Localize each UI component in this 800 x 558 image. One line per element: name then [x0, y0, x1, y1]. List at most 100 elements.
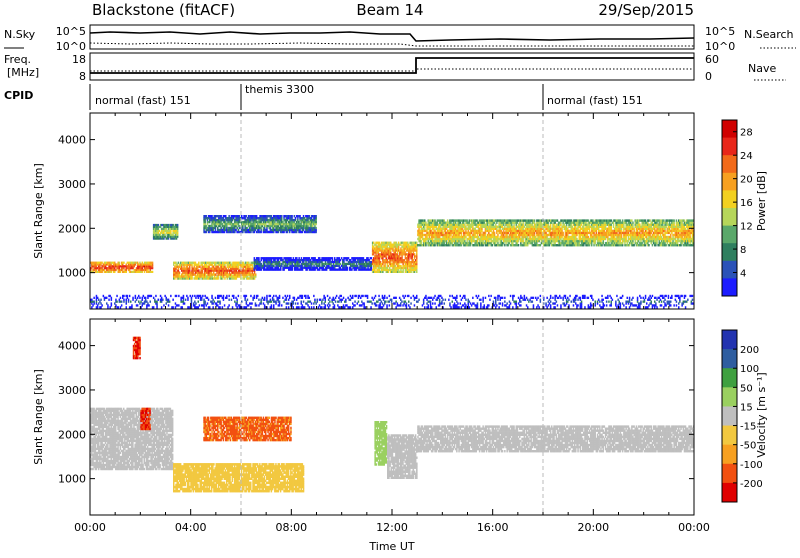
data-cell — [242, 228, 244, 232]
data-cell — [126, 265, 129, 268]
data-cell — [583, 241, 585, 245]
data-cell — [560, 233, 562, 237]
data-cell — [568, 219, 570, 222]
data-cell — [489, 225, 491, 228]
data-cell — [191, 275, 193, 278]
data-cell — [402, 245, 404, 248]
data-cell — [413, 261, 416, 264]
data-cell — [505, 239, 507, 243]
data-cell — [155, 231, 157, 234]
data-cell — [343, 266, 345, 269]
data-cell — [602, 233, 604, 237]
data-cell — [490, 235, 492, 239]
data-cell — [160, 227, 163, 230]
data-cell — [159, 231, 162, 234]
data-cell — [461, 239, 464, 243]
data-cell — [421, 229, 424, 233]
data-cell — [602, 219, 604, 222]
data-cell — [200, 269, 202, 272]
data-cell — [252, 224, 254, 228]
data-cell — [202, 261, 205, 264]
data-cell — [178, 265, 181, 268]
data-cell — [454, 229, 457, 233]
data-cell — [591, 219, 593, 222]
data-cell — [380, 270, 383, 273]
data-cell — [511, 239, 513, 243]
data-cell — [290, 257, 292, 260]
data-cell — [168, 227, 171, 230]
data-cell — [366, 260, 368, 264]
data-cell — [323, 262, 326, 266]
data-cell — [600, 237, 602, 241]
data-cell — [262, 268, 265, 271]
data-cell — [195, 277, 198, 280]
data-cell — [193, 265, 195, 268]
data-cell — [505, 241, 507, 245]
data-cell — [323, 259, 326, 262]
data-cell — [94, 263, 97, 266]
data-cell — [284, 218, 286, 222]
data-cell — [476, 223, 479, 226]
data-cell — [328, 257, 330, 260]
data-cell — [418, 231, 420, 235]
data-cell — [118, 268, 121, 272]
data-cell — [468, 225, 471, 228]
data-cell — [292, 264, 295, 267]
data-cell — [452, 219, 455, 222]
data-cell — [168, 229, 171, 232]
data-cell — [172, 237, 174, 240]
data-cell — [456, 229, 458, 233]
data-cell — [133, 270, 135, 273]
data-cell — [107, 268, 109, 272]
data-cell — [260, 268, 262, 271]
data-cell — [567, 227, 569, 230]
data-cell — [187, 273, 190, 276]
data-cell — [332, 262, 335, 266]
data-cell — [231, 265, 233, 268]
data-cell — [408, 262, 410, 266]
data-cell — [394, 259, 396, 262]
data-cell — [553, 237, 555, 241]
data-cell — [306, 220, 308, 224]
data-cell — [575, 241, 577, 245]
data-cell — [255, 273, 257, 276]
data-cell — [229, 218, 232, 222]
data-cell — [506, 244, 508, 247]
data-cell — [249, 271, 251, 274]
data-cell — [597, 223, 600, 226]
data-cell — [382, 261, 384, 264]
data-cell — [411, 245, 413, 248]
data-cell — [208, 273, 210, 276]
data-cell — [343, 259, 345, 262]
data-cell — [387, 247, 390, 250]
data-cell — [195, 263, 198, 266]
data-cell — [568, 231, 570, 235]
data-cell — [407, 249, 409, 252]
data-cell — [469, 233, 472, 237]
data-cell — [482, 233, 484, 237]
data-cell — [255, 224, 258, 228]
data-cell — [268, 215, 270, 218]
data-cell — [555, 239, 558, 243]
data-cell — [252, 273, 255, 276]
data-cell — [430, 221, 433, 224]
data-cell — [174, 233, 177, 236]
data-cell — [422, 223, 425, 226]
data-cell — [469, 235, 472, 239]
data-cell — [611, 231, 614, 235]
data-cell — [529, 219, 531, 222]
data-cell — [572, 237, 575, 241]
data-cell — [553, 241, 555, 245]
data-cell — [462, 233, 465, 237]
data-cell — [504, 237, 506, 241]
data-cell — [511, 235, 513, 239]
data-cell — [142, 265, 145, 268]
data-cell — [532, 225, 535, 228]
data-cell — [231, 277, 233, 280]
data-cell — [373, 247, 375, 250]
data-cell — [151, 261, 154, 264]
data-cell — [427, 219, 429, 222]
data-cell — [184, 277, 186, 280]
data-cell — [294, 226, 297, 230]
data-cell — [623, 227, 625, 230]
